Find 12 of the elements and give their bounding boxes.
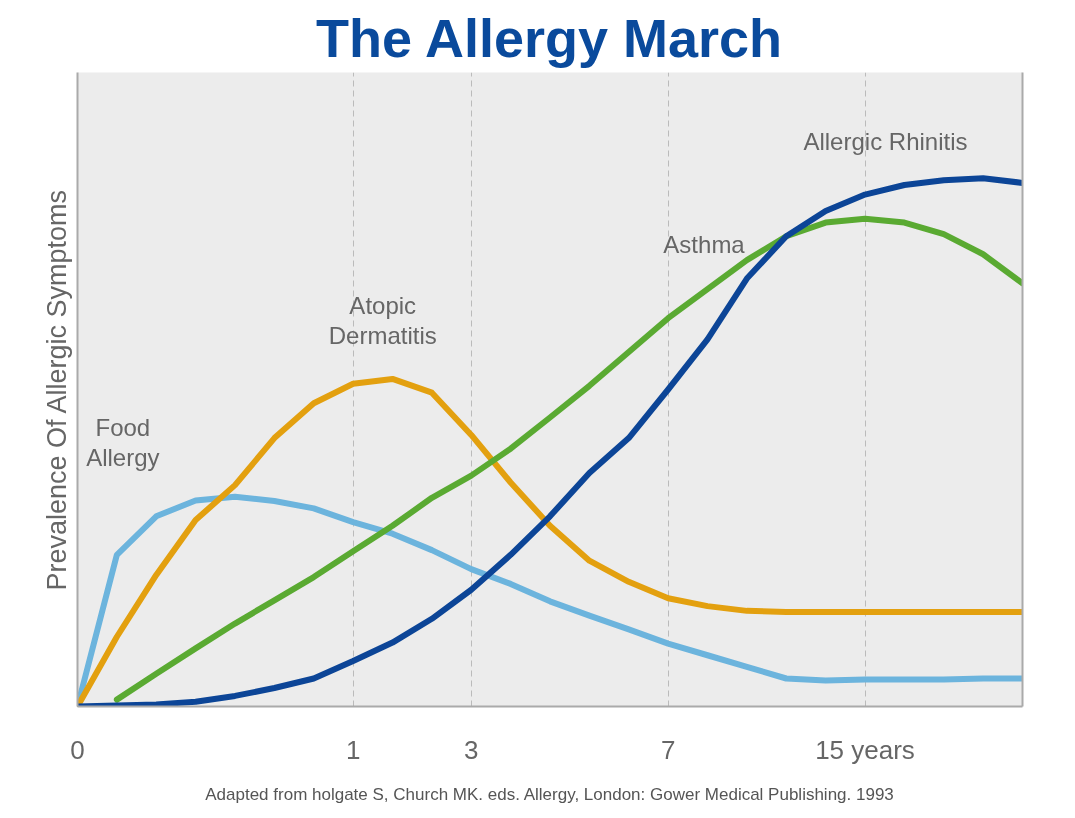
x-tick-label: 7 bbox=[660, 734, 676, 765]
x-tick-label: 3 bbox=[464, 734, 479, 765]
y-axis-title: Prevalence Of Allergic Symptoms bbox=[41, 189, 72, 591]
x-tick-label: 15 years bbox=[815, 734, 915, 765]
series-label: Asthma bbox=[663, 230, 746, 258]
text: Adapted from holgate S, Church MK. eds. Allergy, London: Gower Medical Publishing. 1993 bbox=[205, 784, 894, 804]
series-label: Allergic Rhinitis bbox=[803, 127, 968, 155]
chart-title: The Allergy March bbox=[315, 7, 783, 68]
x-tick-label: 1 bbox=[345, 734, 361, 765]
x-tick-label: 0 bbox=[70, 734, 85, 765]
series-label: Food Allergy bbox=[86, 413, 160, 471]
series-label: Atopic Dermatitis bbox=[328, 292, 437, 350]
